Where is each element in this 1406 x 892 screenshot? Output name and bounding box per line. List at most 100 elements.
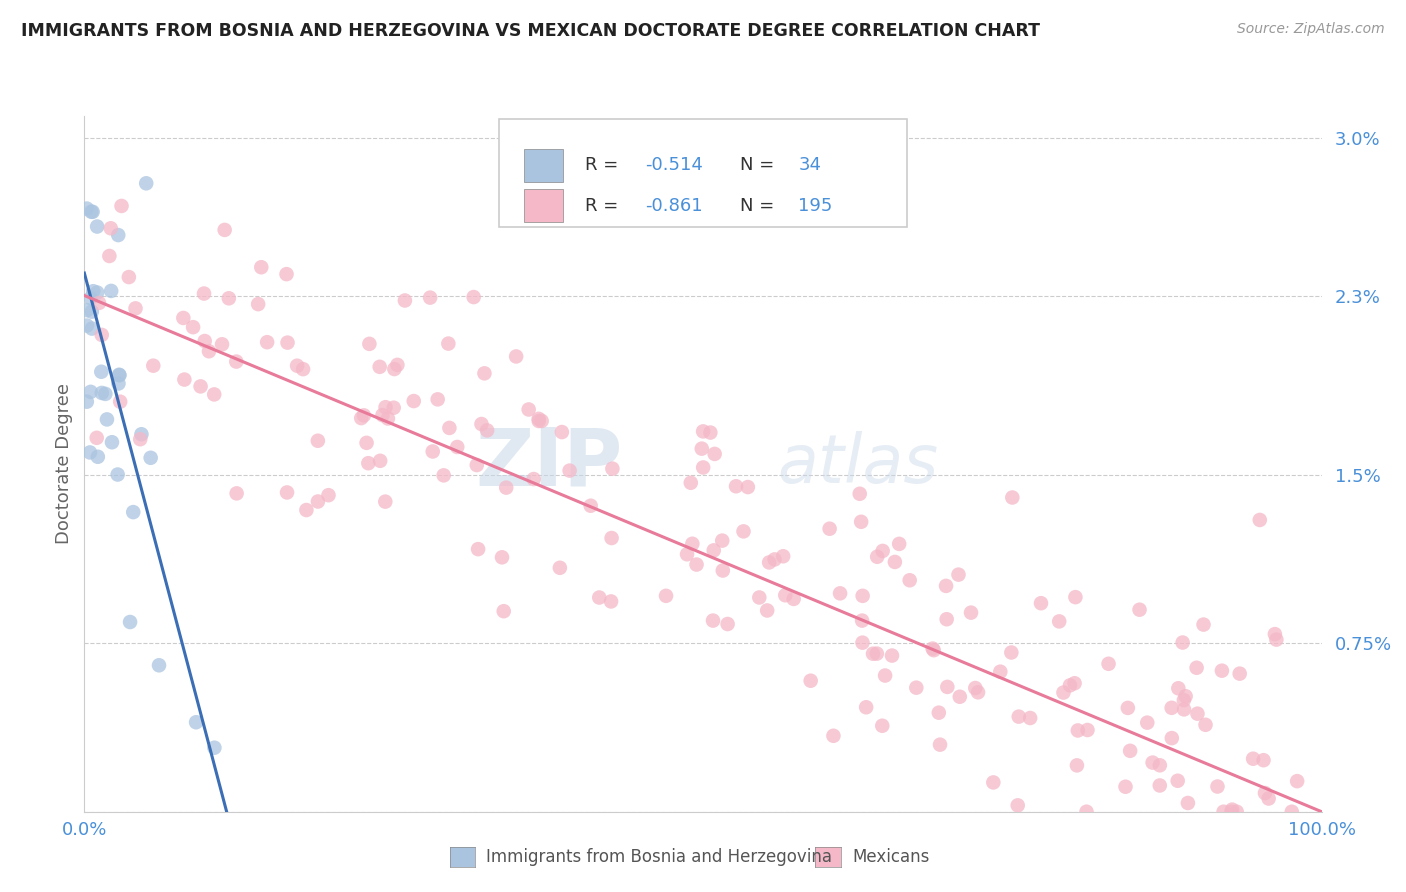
Point <box>295 503 318 517</box>
Point <box>86 431 108 445</box>
Point <box>439 421 461 435</box>
Point <box>1149 758 1171 772</box>
Point <box>247 297 270 311</box>
Point <box>551 425 574 439</box>
Point <box>1174 690 1197 704</box>
Point <box>1187 706 1209 721</box>
Text: IMMIGRANTS FROM BOSNIA AND HERZEGOVINA VS MEXICAN DOCTORATE DEGREE CORRELATION C: IMMIGRANTS FROM BOSNIA AND HERZEGOVINA V… <box>21 22 1040 40</box>
Point <box>1063 676 1085 690</box>
Point <box>148 658 170 673</box>
Point <box>1212 805 1234 819</box>
Point <box>782 591 804 606</box>
Text: R =: R = <box>585 196 624 215</box>
Point <box>981 775 1004 789</box>
Point <box>880 648 903 663</box>
Point <box>685 558 707 572</box>
Point <box>101 435 124 450</box>
Point <box>681 537 703 551</box>
Point <box>1076 805 1098 819</box>
Point <box>1206 780 1229 794</box>
Point <box>558 464 581 478</box>
Point <box>800 673 823 688</box>
Point <box>866 647 889 661</box>
Point <box>350 411 373 425</box>
Point <box>142 359 165 373</box>
Point <box>602 461 624 475</box>
Text: Source: ZipAtlas.com: Source: ZipAtlas.com <box>1237 22 1385 37</box>
Point <box>1160 731 1182 745</box>
Point <box>965 681 987 695</box>
Point <box>225 486 247 500</box>
Point <box>94 387 117 401</box>
Point <box>1265 632 1288 647</box>
Point <box>86 285 108 300</box>
Point <box>467 542 489 557</box>
Point <box>1167 773 1189 788</box>
Point <box>1128 603 1150 617</box>
Point <box>394 293 416 308</box>
Point <box>76 394 98 409</box>
Point <box>368 454 391 468</box>
Point <box>76 303 98 318</box>
Point <box>1149 779 1171 793</box>
Point <box>1229 666 1251 681</box>
Point <box>276 485 298 500</box>
Point <box>402 394 425 409</box>
Point <box>851 614 873 628</box>
Point <box>725 479 748 493</box>
Point <box>855 700 877 714</box>
Point <box>935 579 957 593</box>
Point <box>292 362 315 376</box>
Point <box>849 515 872 529</box>
Point <box>80 304 103 318</box>
Point <box>703 447 725 461</box>
Point <box>588 591 610 605</box>
Point <box>699 425 721 440</box>
Point <box>353 409 375 423</box>
Point <box>692 460 714 475</box>
Point <box>426 392 449 407</box>
Point <box>87 296 110 310</box>
Point <box>600 594 623 608</box>
Point <box>922 643 945 657</box>
Point <box>79 384 101 399</box>
Point <box>1115 780 1137 794</box>
Point <box>948 567 970 582</box>
Point <box>1000 646 1022 660</box>
Text: Immigrants from Bosnia and Herzegovina: Immigrants from Bosnia and Herzegovina <box>486 848 832 866</box>
Point <box>202 740 225 755</box>
Point <box>225 354 247 368</box>
Point <box>676 547 699 561</box>
Point <box>921 641 943 656</box>
Text: N =: N = <box>740 196 780 215</box>
Point <box>949 690 972 704</box>
Point <box>124 301 146 316</box>
Point <box>387 358 409 372</box>
Point <box>1052 685 1074 699</box>
Point <box>1249 513 1271 527</box>
Point <box>184 715 207 730</box>
Point <box>122 505 145 519</box>
Point <box>76 318 98 333</box>
Bar <box>523 149 564 182</box>
Point <box>775 588 797 602</box>
Point <box>76 202 98 216</box>
Point <box>1142 756 1164 770</box>
Point <box>600 531 623 545</box>
Point <box>1220 805 1243 819</box>
Point <box>139 450 162 465</box>
Point <box>679 475 702 490</box>
Point <box>463 290 485 304</box>
Point <box>756 603 779 617</box>
Point <box>419 291 441 305</box>
Point <box>82 204 104 219</box>
Point <box>548 561 571 575</box>
Point <box>875 668 897 682</box>
Point <box>193 286 215 301</box>
Point <box>579 499 602 513</box>
Point <box>1254 786 1277 800</box>
Point <box>872 544 894 558</box>
Point <box>702 614 724 628</box>
Bar <box>523 189 564 222</box>
Point <box>465 458 488 472</box>
